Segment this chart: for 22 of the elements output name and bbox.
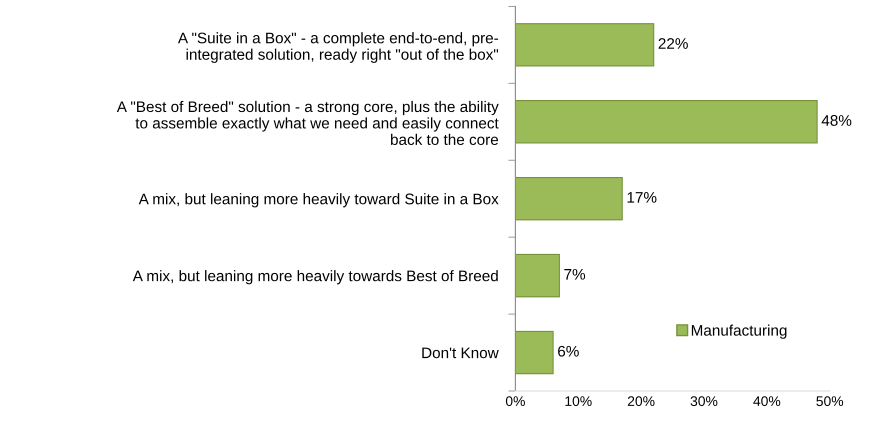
x-tick-label: 40% <box>753 396 780 406</box>
bar <box>515 176 623 220</box>
x-tick-label: 10% <box>565 396 592 406</box>
bar <box>515 100 818 144</box>
y-tick-label: A "Suite in a Box" - a complete end-to-end, pre- integrated solution, ready right "out of the box" <box>178 32 498 63</box>
bar <box>515 330 554 374</box>
y-tick-label: A mix, but leaning more heavily toward Suite in a Box <box>138 193 499 208</box>
data-label: 6% <box>558 346 579 357</box>
data-label: 17% <box>628 192 656 203</box>
y-tick-label: Don't Know <box>422 348 499 358</box>
data-label: 22% <box>658 38 688 49</box>
x-tick-label: 50% <box>816 396 844 406</box>
data-label: 48% <box>822 115 852 126</box>
x-tick-label: 0% <box>506 396 525 406</box>
y-tick-label: A mix, but leaning more heavily towards Best of Breed <box>132 270 498 284</box>
x-tick-label: 20% <box>628 396 655 406</box>
bar <box>515 23 654 67</box>
y-tick-label: A "Best of Breed" solution - a strong core, plus the ability to assemble exactly what we need and easily connect back to the core <box>116 100 499 146</box>
legend-label: Manufacturing <box>692 324 786 339</box>
data-label: 7% <box>564 268 586 280</box>
x-tick-label: 30% <box>690 396 718 406</box>
bar <box>515 254 560 298</box>
